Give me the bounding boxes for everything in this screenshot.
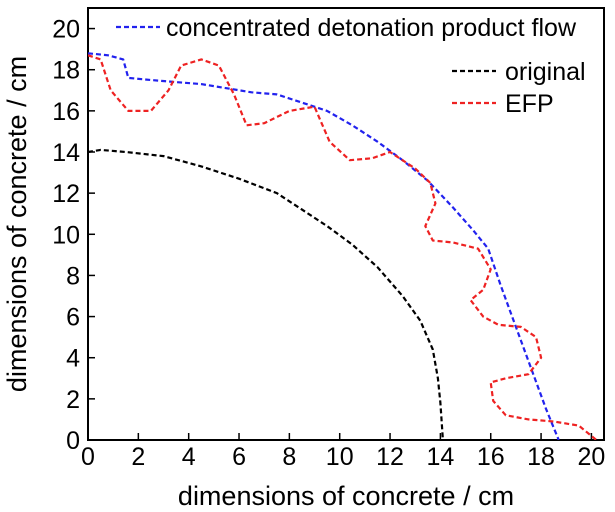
y-tick-label: 12 bbox=[52, 180, 80, 208]
y-tick-label: 18 bbox=[52, 57, 80, 85]
y-tick-label: 8 bbox=[66, 262, 80, 290]
x-tick-label: 16 bbox=[477, 443, 505, 471]
y-tick-label: 4 bbox=[66, 345, 80, 373]
x-tick-label: 2 bbox=[131, 443, 145, 471]
x-tick-label: 12 bbox=[376, 443, 404, 471]
legend-label: EFP bbox=[505, 90, 554, 118]
y-tick-label: 16 bbox=[52, 98, 80, 126]
series-line-concentrated-detonation-product-flow bbox=[88, 52, 560, 440]
y-axis-title: dimensions of concrete / cm bbox=[2, 56, 32, 392]
x-axis: 0 2 4 6 8 10 12 14 16 18 20 bbox=[81, 433, 605, 471]
y-tick-label: 2 bbox=[66, 386, 80, 414]
plot-frame bbox=[87, 7, 605, 441]
x-tick-label: 20 bbox=[578, 443, 606, 471]
legend-label: original bbox=[505, 58, 586, 86]
series-layer bbox=[88, 52, 598, 440]
y-axis: 0 2 4 6 8 10 12 14 16 18 20 bbox=[52, 16, 95, 455]
series-line-efp bbox=[88, 54, 598, 440]
x-tick-label: 18 bbox=[527, 443, 555, 471]
legend-label: concentrated detonation product flow bbox=[166, 14, 577, 42]
x-axis-title: dimensions of concrete / cm bbox=[178, 481, 514, 511]
y-tick-label: 20 bbox=[52, 16, 80, 44]
y-tick-label: 14 bbox=[52, 139, 80, 167]
x-tick-label: 4 bbox=[182, 443, 196, 471]
x-tick-label: 8 bbox=[282, 443, 296, 471]
x-tick-label: 0 bbox=[81, 443, 95, 471]
y-tick-label: 0 bbox=[66, 427, 80, 455]
y-tick-label: 10 bbox=[52, 221, 80, 249]
x-tick-label: 14 bbox=[426, 443, 454, 471]
x-tick-label: 10 bbox=[326, 443, 354, 471]
x-tick-label: 6 bbox=[232, 443, 246, 471]
y-tick-label: 6 bbox=[66, 304, 80, 332]
legend: concentrated detonation product flow orig… bbox=[116, 14, 586, 118]
